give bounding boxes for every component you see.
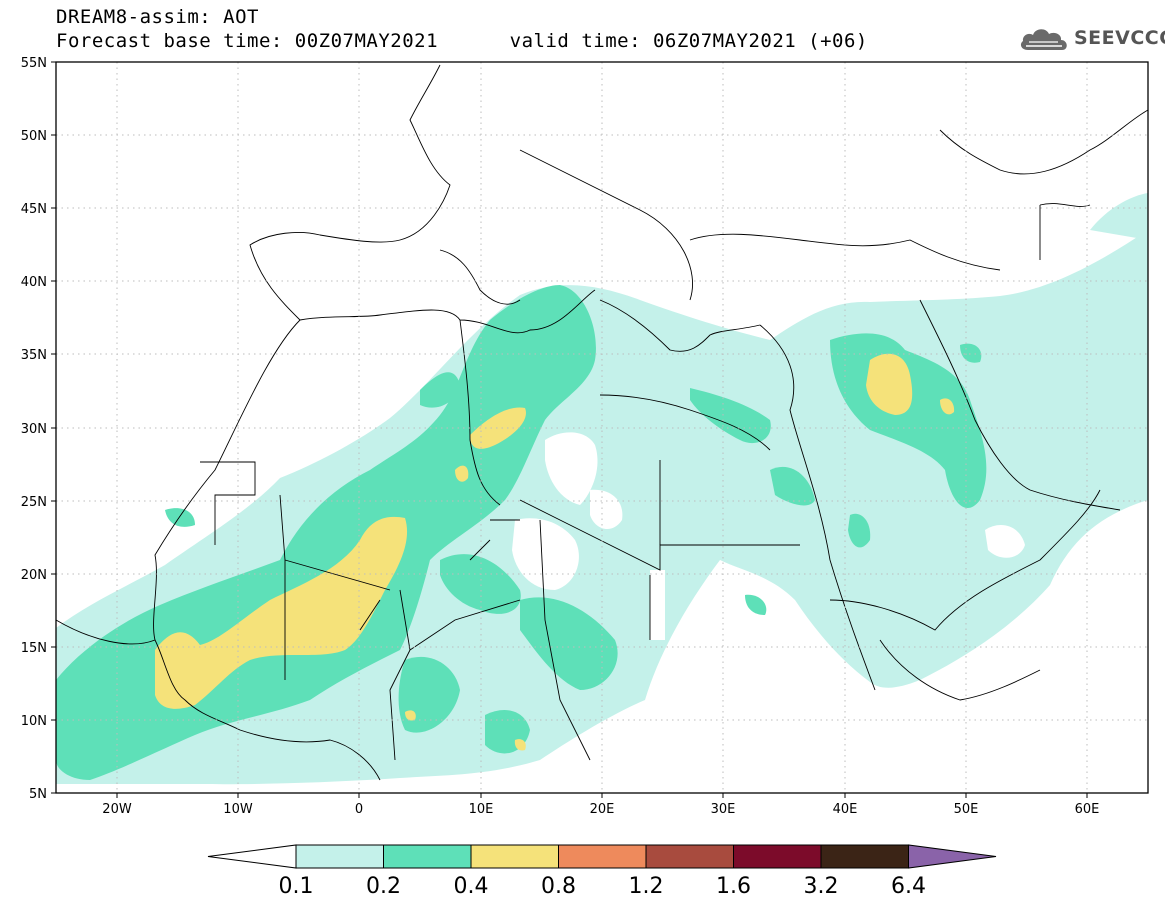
colorbar-level-label: 0.8	[541, 874, 576, 899]
lon-label: 60E	[1075, 802, 1100, 817]
lat-label: 35N	[21, 348, 47, 363]
colorbar-bin	[295, 844, 384, 869]
colorbar-level-label: 6.4	[891, 874, 926, 899]
coastlines-borders	[56, 64, 1148, 781]
lon-label: 20W	[102, 802, 132, 817]
lat-label: 40N	[21, 275, 47, 290]
lat-label: 50N	[21, 129, 47, 144]
aot-holes	[512, 432, 1025, 640]
colorbar-level-label: 0.1	[279, 874, 314, 899]
lon-label: 30E	[711, 802, 736, 817]
axis-ticks	[51, 61, 1088, 798]
lon-label: 0	[355, 802, 363, 817]
seevccc-logo: SEEVCCC	[1018, 24, 1165, 52]
lat-label: 55N	[21, 56, 47, 71]
longitude-labels: 20W 10W 0 10E 20E 30E 40E 50E 60E	[102, 802, 1099, 817]
colorbar-bin	[645, 844, 734, 869]
colorbar-bin	[470, 844, 559, 869]
lat-label: 30N	[21, 422, 47, 437]
aot-field	[56, 193, 1148, 785]
colorbar-bin	[733, 844, 822, 869]
colorbar-bin	[558, 844, 647, 869]
lat-label: 45N	[21, 202, 47, 217]
lon-label: 10E	[469, 802, 494, 817]
colorbar: 0.1 0.2 0.4 0.8 1.2 1.6 3.2 6.4	[207, 844, 997, 899]
colorbar-bin	[820, 844, 909, 869]
latitude-labels: 55N 50N 45N 40N 35N 30N 25N 20N 15N 10N …	[21, 56, 47, 802]
colorbar-level-label: 1.6	[716, 874, 751, 899]
lat-label: 25N	[21, 495, 47, 510]
lat-label: 15N	[21, 641, 47, 656]
lon-label: 40E	[833, 802, 858, 817]
lon-label: 10W	[223, 802, 253, 817]
lat-label: 10N	[21, 714, 47, 729]
colorbar-level-label: 3.2	[804, 874, 839, 899]
lat-label: 5N	[29, 787, 47, 802]
colorbar-level-label: 1.2	[629, 874, 664, 899]
title-line-2: Forecast base time: 00Z07MAY2021 valid t…	[56, 30, 868, 52]
lat-label: 20N	[21, 568, 47, 583]
aot-layer-0.4-0.8	[155, 353, 955, 751]
cloud-icon	[1020, 29, 1067, 50]
title-line-1: DREAM8-assim: AOT	[56, 6, 259, 28]
colorbar-level-label: 0.4	[454, 874, 489, 899]
lon-label: 50E	[954, 802, 979, 817]
logo-text: SEEVCCC	[1074, 27, 1165, 49]
colorbar-below-arrow	[207, 844, 297, 869]
gridlines	[56, 62, 1148, 793]
colorbar-bin	[383, 844, 472, 869]
colorbar-above-arrow	[908, 844, 997, 869]
colorbar-level-label: 0.2	[366, 874, 401, 899]
lon-label: 20E	[590, 802, 615, 817]
